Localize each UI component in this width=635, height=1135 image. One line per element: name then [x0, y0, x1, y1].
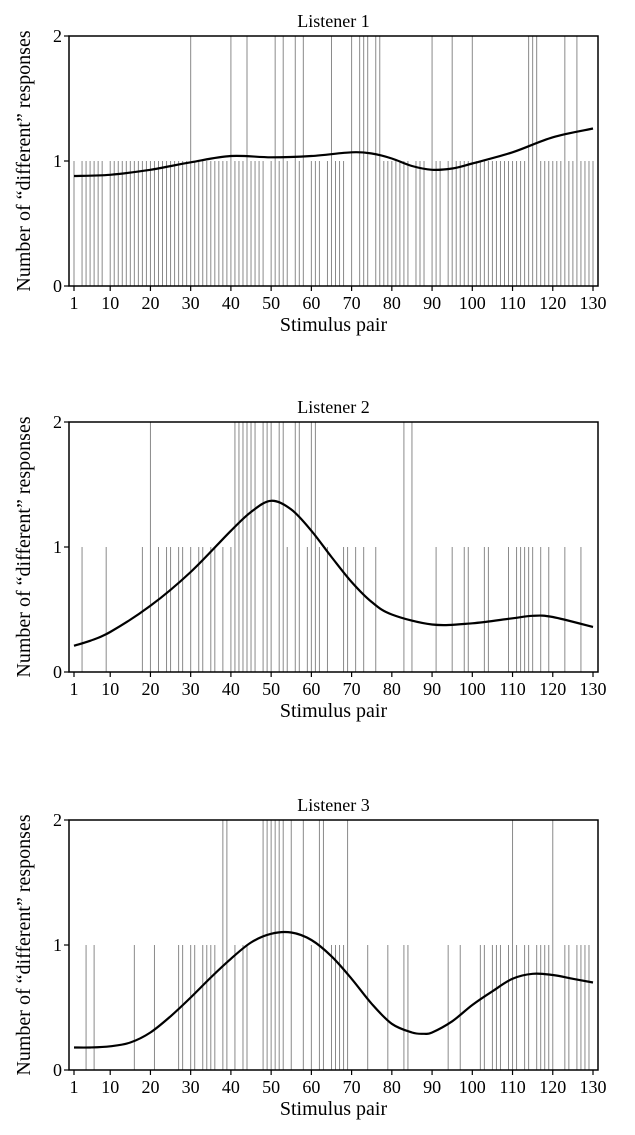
- x-tick-label: 100: [459, 1077, 486, 1097]
- x-tick-label: 10: [101, 1077, 119, 1097]
- plot-frame: [68, 819, 599, 1071]
- x-axis-label: Stimulus pair: [280, 1098, 388, 1120]
- y-axis-label: Number of “different” responses: [13, 30, 35, 291]
- x-tick-label: 50: [262, 1077, 280, 1097]
- x-tick-label: 20: [141, 1077, 159, 1097]
- x-tick-label: 20: [141, 679, 159, 699]
- x-tick-label: 10: [101, 679, 119, 699]
- y-tick-label: 0: [53, 1060, 62, 1080]
- x-tick-label: 80: [383, 293, 401, 313]
- plot-frame: [68, 421, 599, 673]
- x-tick-label: 90: [423, 293, 441, 313]
- x-tick-label: 50: [262, 679, 280, 699]
- x-tick-label: 10: [101, 293, 119, 313]
- chart-title: Listener 2: [297, 397, 369, 417]
- smoothed-trend-line: [73, 127, 594, 178]
- x-axis-label: Stimulus pair: [280, 314, 388, 336]
- x-tick-label: 40: [222, 293, 240, 313]
- x-tick-label: 130: [580, 1077, 607, 1097]
- x-tick-label: 100: [459, 679, 486, 699]
- chart-title: Listener 1: [297, 11, 369, 31]
- x-tick-label: 120: [539, 1077, 566, 1097]
- x-tick-label: 60: [302, 679, 320, 699]
- listener-3-panel: Listener 31 10 20 30 40 50 60 70 80 90 100 110 120 13…: [13, 795, 607, 1120]
- x-tick-label: 50: [262, 293, 280, 313]
- y-tick-label: 0: [53, 276, 62, 296]
- x-tick-label: 30: [182, 293, 200, 313]
- smoothed-trend-line: [73, 930, 594, 1049]
- x-tick-label: 40: [222, 679, 240, 699]
- y-axis-label: Number of “different” responses: [13, 416, 35, 677]
- smoothed-trend-line: [73, 499, 594, 647]
- x-tick-label: 30: [182, 1077, 200, 1097]
- y-tick-label: 1: [53, 935, 62, 955]
- x-tick-label: 110: [499, 679, 525, 699]
- x-tick-label: 110: [499, 1077, 525, 1097]
- x-tick-label: 40: [222, 1077, 240, 1097]
- x-tick-label: 30: [182, 679, 200, 699]
- x-tick-label: 70: [343, 293, 361, 313]
- x-tick-label: 1: [70, 679, 79, 699]
- listener-1-panel: Listener 11 10 20 30 40 50 60 70 80 90 100 110 120 13…: [13, 11, 607, 336]
- y-tick-label: 1: [53, 537, 62, 557]
- x-tick-label: 60: [302, 1077, 320, 1097]
- chart-title: Listener 3: [297, 795, 369, 815]
- y-axis-label: Number of “different” responses: [13, 814, 35, 1075]
- x-tick-label: 20: [141, 293, 159, 313]
- x-tick-label: 80: [383, 1077, 401, 1097]
- x-tick-label: 60: [302, 293, 320, 313]
- x-tick-label: 80: [383, 679, 401, 699]
- x-tick-label: 1: [70, 1077, 79, 1097]
- plot-frame: [68, 35, 599, 287]
- x-tick-label: 90: [423, 1077, 441, 1097]
- x-tick-label: 100: [459, 293, 486, 313]
- x-tick-label: 120: [539, 293, 566, 313]
- listener-2-panel: Listener 21 10 20 30 40 50 60 70 80 90 100 110 120 13…: [13, 397, 607, 722]
- y-tick-label: 2: [53, 412, 62, 432]
- y-tick-label: 2: [53, 26, 62, 46]
- x-tick-label: 110: [499, 293, 525, 313]
- y-tick-label: 2: [53, 810, 62, 830]
- x-tick-label: 90: [423, 679, 441, 699]
- x-axis-label: Stimulus pair: [280, 700, 388, 722]
- x-tick-label: 130: [580, 679, 607, 699]
- x-tick-label: 130: [580, 293, 607, 313]
- y-tick-label: 0: [53, 662, 62, 682]
- x-tick-label: 70: [343, 679, 361, 699]
- x-tick-label: 1: [70, 293, 79, 313]
- y-tick-label: 1: [53, 151, 62, 171]
- x-tick-label: 70: [343, 1077, 361, 1097]
- x-tick-label: 120: [539, 679, 566, 699]
